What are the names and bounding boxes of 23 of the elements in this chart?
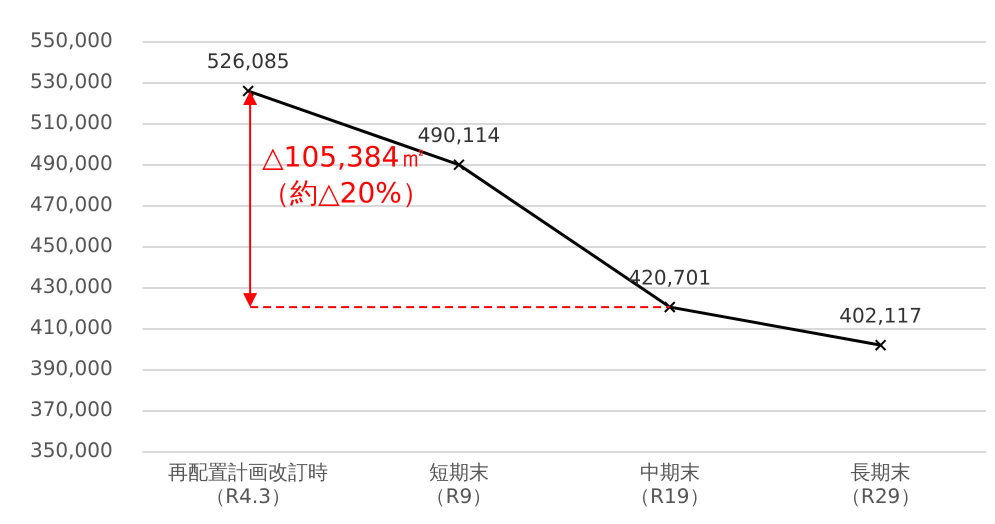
point — [874, 339, 887, 352]
point — [242, 85, 254, 97]
y-tick-label: 430,000 — [30, 274, 113, 298]
y-tick-label: 410,000 — [30, 315, 113, 340]
y-tick-label: 510,000 — [30, 110, 113, 134]
y-tick-label: 550,000 — [30, 28, 113, 52]
y-tick-label: 530,000 — [30, 69, 113, 94]
y-tick-label: 490,000 — [30, 151, 113, 176]
data-label: 526,085 — [206, 49, 290, 74]
x-tick-label: 中期末（R19） — [630, 460, 710, 508]
y-tick-label: 390,000 — [30, 356, 113, 380]
x-tick-label: 再配置計画改訂時（R4.3） — [168, 460, 328, 508]
point — [452, 158, 465, 171]
data-label: 490,114 — [418, 122, 500, 147]
x-tick-label: 短期末（R9） — [426, 460, 492, 508]
y-tick-label: 370,000 — [30, 397, 113, 422]
point — [664, 301, 676, 314]
y-tick-label: 450,000 — [30, 233, 113, 258]
y-tick-label: 350,000 — [30, 438, 113, 462]
data-label: 420,701 — [628, 265, 712, 290]
y-tick-label: 470,000 — [30, 192, 113, 216]
data-label: 402,117 — [839, 303, 922, 328]
x-tick-label: 長期末（R29） — [840, 460, 920, 508]
